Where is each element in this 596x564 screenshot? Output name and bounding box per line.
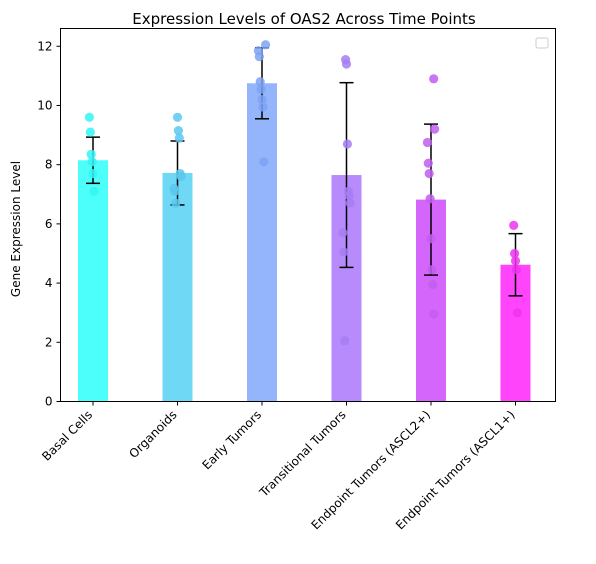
y-axis-ticks: 0 2 4 6 8 10 12 — [37, 39, 61, 409]
data-point — [512, 308, 522, 318]
y-axis-label: Gene Expression Level — [9, 161, 23, 297]
data-point — [170, 186, 180, 196]
data-point — [427, 265, 437, 275]
y-tick-label: 6 — [45, 217, 53, 231]
chart-title: Expression Levels of OAS2 Across Time Po… — [132, 10, 476, 28]
data-point — [510, 256, 521, 266]
data-point — [86, 149, 96, 159]
data-point — [422, 137, 432, 148]
data-point — [342, 139, 352, 149]
data-point — [258, 102, 268, 112]
y-tick-label: 2 — [45, 335, 53, 349]
data-point — [340, 336, 350, 346]
data-point — [341, 59, 352, 69]
bar-1 — [162, 172, 193, 402]
bars-group — [78, 83, 531, 402]
data-point — [339, 247, 349, 257]
data-points-group — [84, 40, 522, 346]
bar-0 — [78, 160, 108, 402]
data-point — [344, 191, 354, 201]
data-point — [172, 112, 183, 122]
data-point — [259, 157, 269, 167]
x-tick-label: Organoids — [126, 408, 179, 461]
data-point — [509, 248, 520, 259]
data-point — [425, 194, 435, 204]
error-bars-group — [86, 46, 523, 297]
y-tick-label: 4 — [45, 276, 53, 290]
x-tick-label: Transitional Tumors — [256, 408, 349, 501]
data-point — [423, 158, 433, 168]
data-point — [176, 171, 186, 182]
y-tick-label: 10 — [37, 98, 52, 112]
bar-2 — [247, 83, 277, 402]
data-point — [88, 168, 98, 179]
y-tick-label: 8 — [45, 158, 53, 172]
data-point — [424, 168, 434, 179]
x-tick-label: Basal Cells — [39, 408, 95, 464]
data-point — [84, 112, 94, 122]
legend-box — [535, 37, 549, 49]
x-tick-label: Early Tumors — [199, 408, 264, 473]
data-point — [345, 198, 355, 208]
data-point — [87, 157, 97, 167]
data-point — [257, 94, 267, 105]
data-point — [429, 309, 439, 319]
data-point — [255, 77, 265, 87]
data-point — [85, 127, 95, 137]
y-tick-label: 0 — [45, 395, 53, 409]
x-axis-ticks: Basal Cells Organoids Early TumorsTransiti… — [39, 401, 518, 532]
data-point — [174, 133, 184, 143]
data-point — [426, 234, 436, 244]
data-point — [429, 74, 439, 84]
data-point — [261, 40, 271, 50]
y-tick-label: 12 — [37, 39, 52, 53]
data-point — [171, 198, 181, 208]
data-point — [256, 84, 266, 94]
data-point — [430, 124, 440, 134]
error-bar-3 — [339, 81, 354, 269]
data-point — [89, 186, 99, 196]
data-point — [173, 126, 183, 136]
data-point — [511, 265, 521, 275]
plot-frame — [60, 28, 556, 402]
data-point — [338, 228, 348, 238]
data-point — [428, 279, 438, 290]
data-point — [254, 52, 264, 62]
data-point — [509, 220, 519, 230]
